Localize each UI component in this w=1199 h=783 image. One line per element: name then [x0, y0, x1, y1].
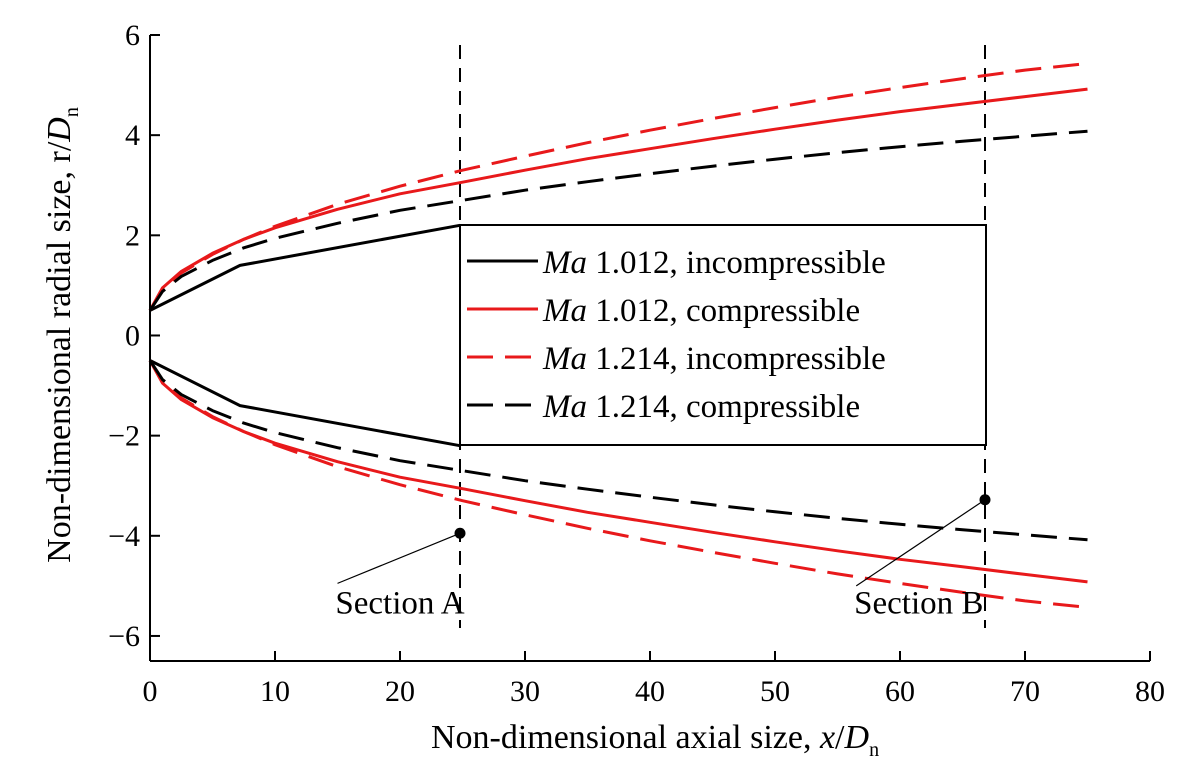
legend-box	[459, 224, 987, 446]
section-a-marker	[454, 527, 466, 539]
ticks: 0 10 20 30 40 50 60 70 80 −6 −4 −2 0 2 4 6	[108, 19, 1165, 708]
x-tick-label: 30	[510, 675, 540, 708]
y-tick-label: 0	[125, 319, 140, 352]
legend-label-4: Ma 1.214, compressible	[542, 389, 860, 425]
series-lines	[148, 62, 1088, 609]
series-4-lower-line	[148, 359, 1088, 542]
x-tick-label: 20	[385, 675, 415, 708]
legend-label-2: Ma 1.012, compressible	[542, 293, 860, 329]
series-3-lower-line	[148, 359, 1088, 609]
series-1-lower-line	[149, 359, 461, 448]
section-b-label: Section B	[854, 585, 983, 621]
y-tick-label: −4	[108, 520, 140, 553]
y-axis-label: Non-dimensional radial size, r/Dn	[41, 107, 83, 563]
legend-label-3: Ma 1.214, incompressible	[542, 341, 886, 377]
y-tick-label: 6	[125, 19, 140, 52]
y-tick-label: 4	[125, 119, 140, 152]
x-tick-label: 40	[635, 675, 665, 708]
y-tick-label: −6	[108, 620, 140, 653]
series-4-upper-line	[148, 129, 1088, 312]
annotations: Section A Section B	[335, 494, 991, 621]
x-tick-label: 70	[1010, 675, 1040, 708]
section-b-marker	[979, 494, 991, 506]
x-tick-label: 0	[143, 675, 158, 708]
x-tick-label: 60	[885, 675, 915, 708]
x-tick-label: 50	[760, 675, 790, 708]
section-b-leader	[855, 499, 986, 587]
series-1-upper-line	[149, 223, 461, 312]
y-tick-label: 2	[125, 219, 140, 252]
series-3-upper-line	[148, 62, 1088, 312]
section-a-label: Section A	[335, 585, 464, 621]
axes	[149, 35, 1150, 662]
legend: Ma 1.012, incompressible Ma 1.012, compre…	[467, 245, 886, 425]
x-tick-label: 10	[260, 675, 290, 708]
x-tick-label: 80	[1135, 675, 1165, 708]
x-axis-label: Non-dimensional axial size, x/Dn	[431, 719, 879, 761]
y-tick-label: −2	[108, 420, 140, 453]
legend-label-1: Ma 1.012, incompressible	[542, 245, 886, 281]
section-a-leader	[337, 532, 461, 584]
